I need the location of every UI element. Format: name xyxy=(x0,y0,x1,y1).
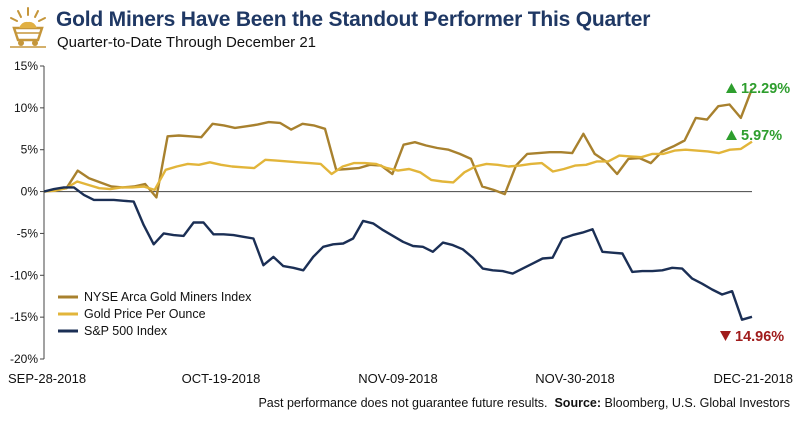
legend-label: Gold Price Per Ounce xyxy=(84,307,206,321)
x-tick-label: DEC-21-2018 xyxy=(714,371,794,386)
x-tick-label: SEP-28-2018 xyxy=(8,371,86,386)
chart-lines xyxy=(43,88,754,321)
sp500-line xyxy=(43,186,753,321)
x-tick-label: NOV-30-2018 xyxy=(535,371,615,386)
chart-subtitle: Quarter-to-Date Through December 21 xyxy=(57,34,317,51)
down-arrow-icon xyxy=(720,331,731,341)
gold-miners-line xyxy=(43,88,754,199)
y-tick-label: -20% xyxy=(10,352,38,366)
legend-label: NYSE Arca Gold Miners Index xyxy=(84,290,252,304)
up-arrow-icon xyxy=(726,130,737,140)
y-tick-label: 15% xyxy=(14,59,38,73)
disclaimer-text: Past performance does not guarantee futu… xyxy=(258,396,548,410)
x-tick-label: NOV-09-2018 xyxy=(358,371,438,386)
end-value-label: 14.96% xyxy=(735,329,784,345)
end-value-label: 12.29% xyxy=(741,81,790,97)
y-tick-label: 0% xyxy=(21,185,39,199)
chart-end-labels: 12.29% 5.97% 14.96% xyxy=(720,81,790,345)
logo xyxy=(6,6,50,50)
y-tick-label: -15% xyxy=(10,310,38,324)
chart-legend: NYSE Arca Gold Miners Index Gold Price Pe… xyxy=(58,290,252,338)
end-value-label: 5.97% xyxy=(741,128,782,144)
chart-axes: 15% 10% 5% 0% -5% -10% -15% -20% SEP-28-2018 OCT-… xyxy=(8,59,793,386)
y-tick-label: 10% xyxy=(14,101,38,115)
y-tick-label: -10% xyxy=(10,268,38,282)
legend-label: S&P 500 Index xyxy=(84,324,168,338)
chart-footer: Past performance does not guarantee futu… xyxy=(0,396,790,410)
y-tick-label: -5% xyxy=(17,226,39,240)
source-label: Source: xyxy=(554,396,602,410)
chart-title: Gold Miners Have Been the Standout Perfo… xyxy=(56,8,651,31)
gold-mine-cart-icon xyxy=(10,7,46,48)
x-tick-label: OCT-19-2018 xyxy=(182,371,261,386)
source-text: Bloomberg, U.S. Global Investors xyxy=(604,396,791,410)
gold-price-line xyxy=(43,140,753,193)
up-arrow-icon xyxy=(726,83,737,93)
y-tick-label: 5% xyxy=(21,143,39,157)
